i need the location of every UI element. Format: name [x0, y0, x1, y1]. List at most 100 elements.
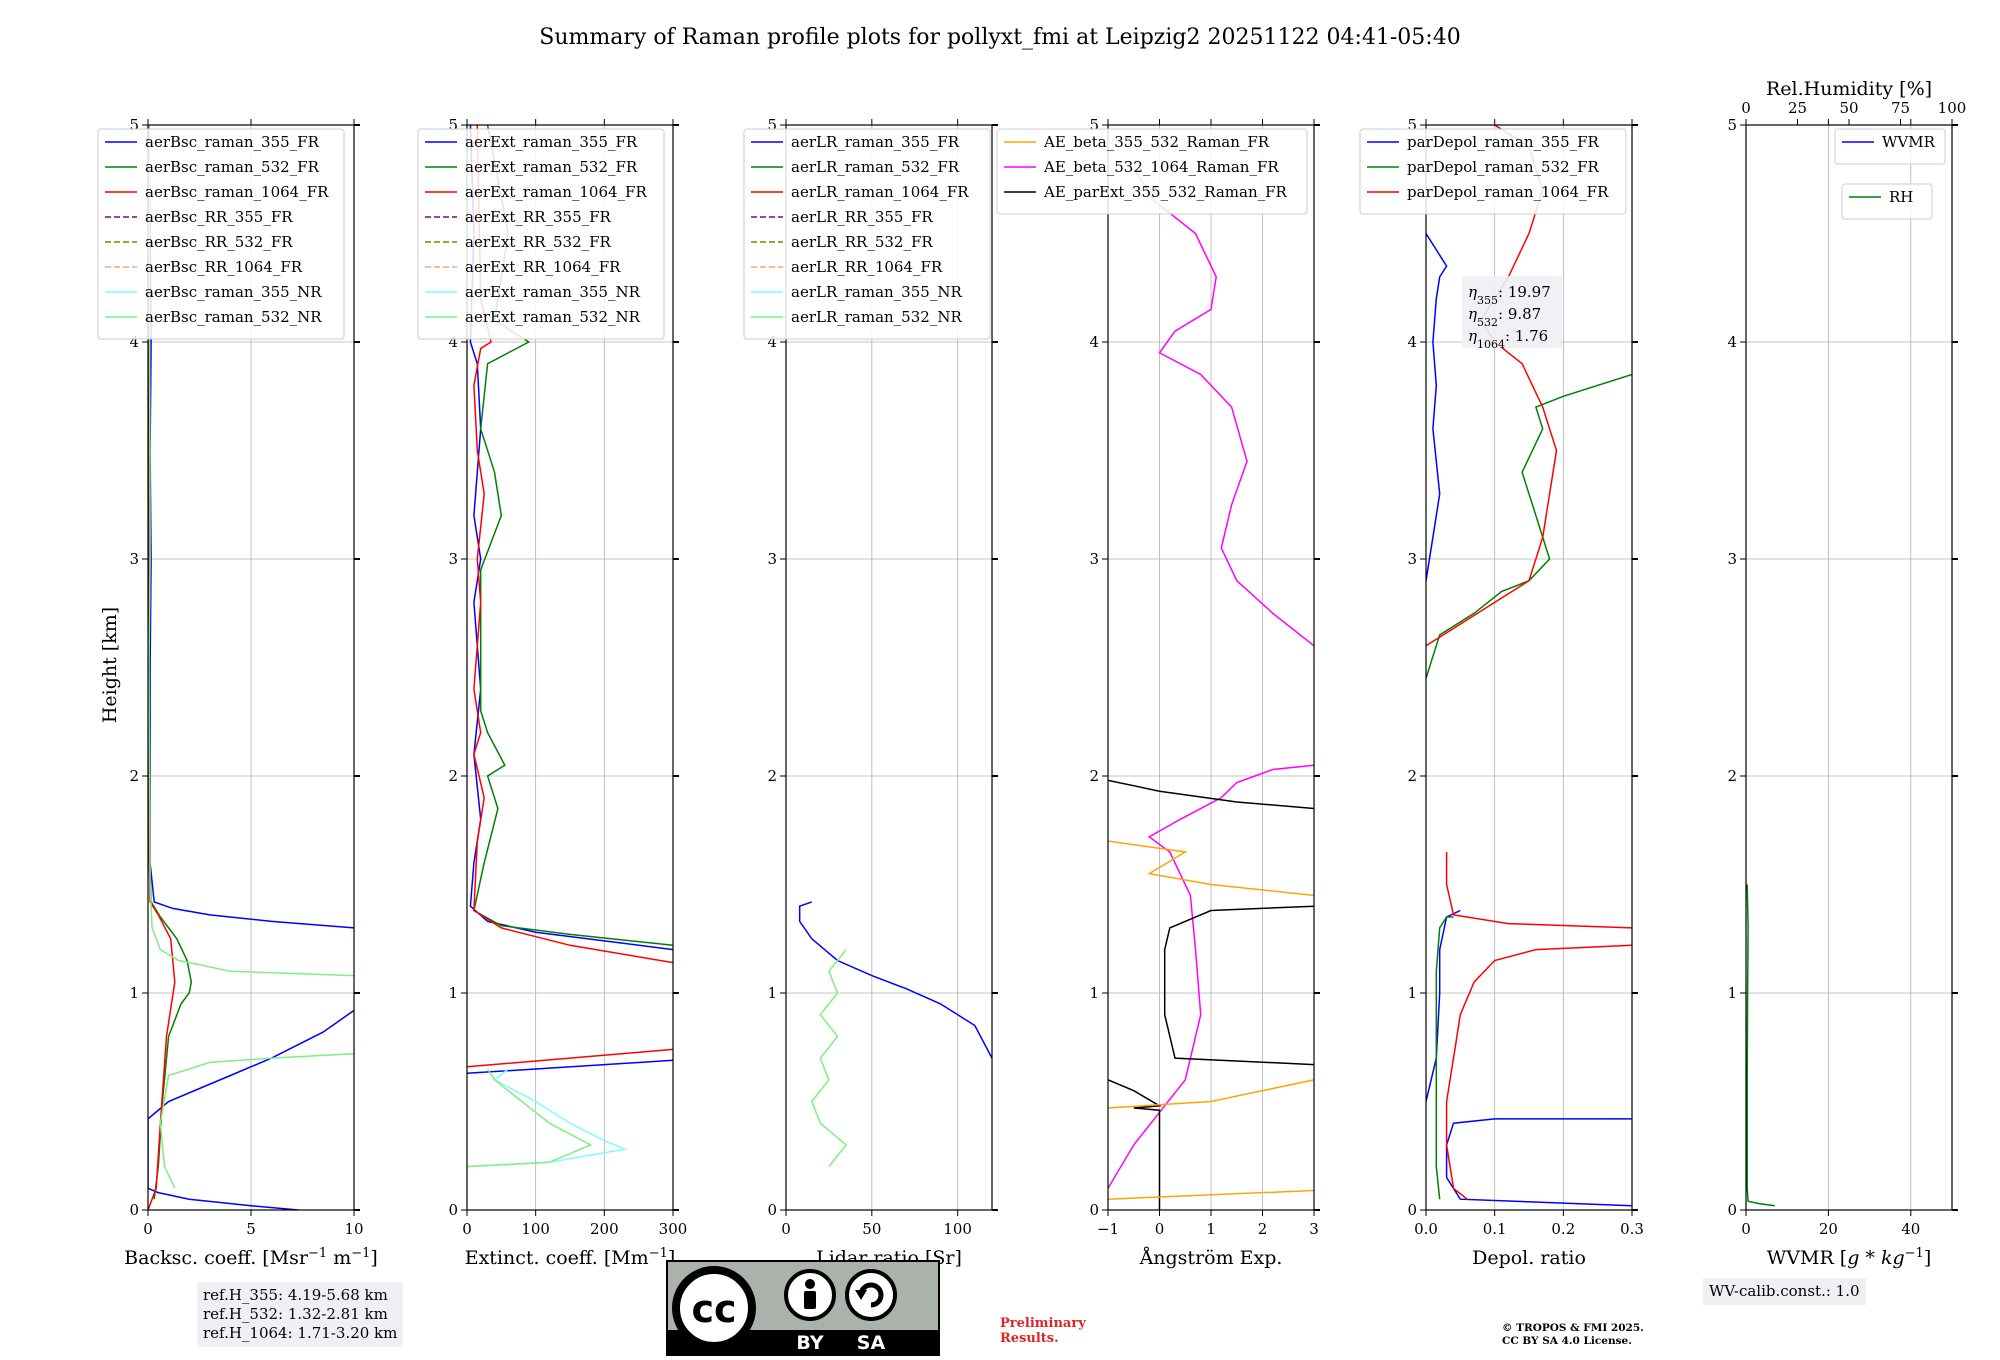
- legend-entry: aerLR_raman_532_FR: [791, 158, 960, 176]
- x-axis-label-part: WVMR [: [1767, 1247, 1847, 1269]
- series-line-aerBsc_raman_532_NR_upper: [148, 125, 354, 977]
- legend-entry: RH: [1889, 188, 1913, 206]
- legend-entry: aerLR_raman_355_NR: [791, 283, 962, 301]
- legend-entry: aerBsc_RR_532_FR: [145, 233, 293, 251]
- series-group: [148, 125, 354, 1210]
- y-tick-label: 0: [448, 1201, 458, 1219]
- cc-logo-icon: [672, 1266, 756, 1350]
- x-tick-label: 200: [590, 1220, 619, 1238]
- series-line-parDepol_raman_532_FR: [1435, 916, 1454, 1200]
- x-axis-label-part: −1: [649, 1246, 668, 1261]
- x-tick-label: 100: [521, 1220, 550, 1238]
- legend: WVMR: [1834, 128, 1946, 165]
- legend-entry: WVMR: [1882, 133, 1936, 151]
- legend-entry: aerBsc_RR_355_FR: [145, 208, 293, 226]
- x-axis-label-part: ]: [1924, 1247, 1931, 1269]
- top-x-tick-label: 75: [1891, 99, 1910, 117]
- eta-subscript: 532: [1477, 316, 1498, 329]
- y-tick-label: 3: [1089, 550, 1099, 568]
- legend-entry: aerExt_RR_355_FR: [465, 208, 612, 226]
- legend-entry: aerLR_raman_1064_FR: [791, 183, 969, 201]
- eta-value: : 19.97: [1498, 283, 1551, 301]
- y-tick-label: 4: [1407, 333, 1417, 351]
- axes-frame: [1425, 124, 1633, 1211]
- panel-wvmr: 0 20 40 0 1 2 3 4 5 WVMR [g * kg−1] 0 25 50 75 100 Rel.…: [1727, 78, 1966, 1269]
- axes-frame: [1745, 124, 1953, 1211]
- legend-entry: aerExt_raman_532_FR: [465, 158, 638, 176]
- cc-by-sa-badge: cc BY SA: [666, 1260, 940, 1356]
- copyright-line-1: © TROPOS & FMI 2025.: [1502, 1322, 1644, 1334]
- x-tick-label: 3: [1309, 1220, 1319, 1238]
- series-line-aerBsc_raman_355_FR: [148, 1009, 354, 1210]
- y-tick-label: 3: [129, 550, 139, 568]
- wv-calib-box: WV-calib.const.: 1.0: [1703, 1278, 1866, 1305]
- x-tick-label: 0.1: [1483, 1220, 1507, 1238]
- legend-entry: aerLR_RR_532_FR: [791, 233, 933, 251]
- legend: aerBsc_raman_355_FR aerBsc_raman_532_FRae…: [97, 128, 345, 340]
- preliminary-results-note: Preliminary Results.: [1000, 1316, 1086, 1346]
- legend-entry: aerLR_RR_1064_FR: [791, 258, 943, 276]
- preliminary-line-2: Results.: [1000, 1331, 1059, 1346]
- x-axis-label-part: ]: [370, 1247, 377, 1269]
- x-axis-label: Extinct. coeff. [Mm−1]: [465, 1246, 676, 1270]
- top-x-tick-label: 0: [1741, 99, 1751, 117]
- legend-entry: aerBsc_raman_532_NR: [145, 308, 322, 326]
- ref-h-532: ref.H_532: 1.32-2.81 km: [203, 1305, 388, 1323]
- legend-entry: AE_beta_355_532_Raman_FR: [1043, 133, 1270, 151]
- y-tick-label: 4: [1727, 333, 1737, 351]
- y-tick-label: 2: [129, 767, 139, 785]
- series-line-aerExt_raman_355_NR: [467, 1068, 628, 1168]
- x-tick-label: 0: [462, 1220, 472, 1238]
- y-tick-label: 3: [767, 550, 777, 568]
- legend: aerExt_raman_355_FR aerExt_raman_532_FRae…: [417, 128, 665, 340]
- legend-entry: aerExt_raman_1064_FR: [465, 183, 647, 201]
- legend-entry: parDepol_raman_1064_FR: [1407, 183, 1609, 201]
- y-tick-label: 2: [1407, 767, 1417, 785]
- legend: aerLR_raman_355_FR aerLR_raman_532_FR aerL…: [743, 128, 991, 340]
- legend-entry: aerLR_raman_532_NR: [791, 308, 962, 326]
- x-axis-label-part: Ångström Exp.: [1139, 1247, 1283, 1269]
- series-line-parDepol_raman_1064_FR: [1445, 944, 1632, 1200]
- y-tick-label: 4: [767, 333, 777, 351]
- series-line-aerExt_raman_355_FR_low: [467, 1059, 673, 1075]
- panel-depolarization: 0.0 0.1 0.2 0.3 0 1 2 3 4 5 Depol. ratio parDepol_r…: [1359, 116, 1644, 1269]
- x-axis-label-part: ]: [668, 1247, 675, 1269]
- x-tick-label: 0: [1741, 1220, 1751, 1238]
- y-tick-label: 3: [1407, 550, 1417, 568]
- copyright-note: © TROPOS & FMI 2025. CC BY SA 4.0 Licens…: [1502, 1322, 1644, 1348]
- y-tick-label: 2: [448, 767, 458, 785]
- series-group: [1108, 167, 1314, 1210]
- x-tick-label: 0: [781, 1220, 791, 1238]
- y-tick-label: 3: [1727, 550, 1737, 568]
- x-axis-label-part: Depol. ratio: [1472, 1247, 1586, 1269]
- x-axis-label-part: Backsc. coeff. [Msr: [124, 1247, 309, 1269]
- series-line-AE_parExt_355_532_Raman_FR: [1108, 1079, 1162, 1210]
- preliminary-line-1: Preliminary: [1000, 1316, 1086, 1331]
- x-tick-label: 2: [1258, 1220, 1268, 1238]
- y-tick-label: 0: [129, 1201, 139, 1219]
- series-line-AE_beta_355_532_Raman_FR: [1108, 1189, 1314, 1200]
- y-tick-label: 2: [1089, 767, 1099, 785]
- y-tick-label: 1: [767, 984, 777, 1002]
- x-axis-label: Ångström Exp.: [1139, 1247, 1283, 1269]
- eta-subscript: 355: [1477, 294, 1498, 307]
- cc-logo-text: cc: [691, 1287, 736, 1331]
- x-tick-label: 20: [1819, 1220, 1838, 1238]
- legend: RH: [1841, 183, 1933, 220]
- y-tick-label: 0: [1727, 1201, 1737, 1219]
- legend-entry: AE_beta_532_1064_Raman_FR: [1043, 158, 1279, 176]
- cc-sa-label: SA: [857, 1332, 886, 1354]
- x-tick-label: −1: [1097, 1220, 1119, 1238]
- reference-height-box: ref.H_355: 4.19-5.68 km ref.H_532: 1.32-…: [197, 1282, 404, 1347]
- y-tick-label: 5: [1407, 116, 1417, 134]
- wv-calib-text: WV-calib.const.: 1.0: [1709, 1282, 1860, 1300]
- y-tick-label: 4: [129, 333, 139, 351]
- eta-value: : 1.76: [1505, 327, 1548, 345]
- series-group: [467, 125, 673, 1168]
- x-tick-label: 50: [862, 1220, 881, 1238]
- x-tick-label: 40: [1901, 1220, 1920, 1238]
- series-line-aerLR_raman_355_FR: [798, 901, 992, 1059]
- series-line-WVMR: [1746, 884, 1775, 1207]
- cc-sa-icon: [845, 1269, 897, 1321]
- y-tick-label: 1: [1727, 984, 1737, 1002]
